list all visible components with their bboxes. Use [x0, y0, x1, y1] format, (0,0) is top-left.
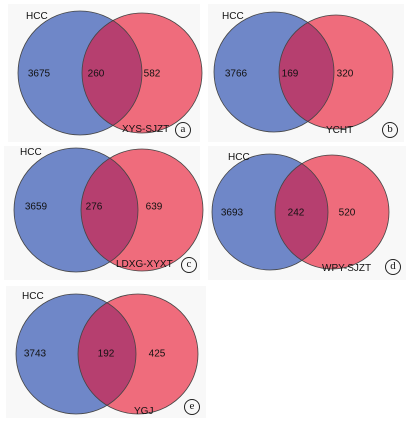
set-label-right-c: LDXG-XYXT	[116, 259, 173, 270]
set-label-left-c: HCC	[20, 147, 42, 158]
venn-panel-e: HCC 3743 192 425 YGJ e	[6, 286, 206, 418]
count-right-only-e: 425	[148, 348, 166, 360]
overlap-region-b	[279, 15, 334, 129]
count-right-only-c: 639	[145, 201, 163, 213]
count-left-only-c: 3659	[24, 201, 48, 213]
count-left-only-d: 3693	[220, 207, 244, 219]
panel-tag-a: a	[175, 122, 191, 138]
count-right-only-a: 582	[143, 68, 161, 80]
set-label-right-e: YGJ	[134, 406, 154, 417]
venn-panel-c: HCC 3659 276 639 LDXG-XYXT c	[4, 146, 204, 280]
venn-panel-a: HCC 3675 260 582 XYS-SJZT a	[8, 4, 203, 142]
set-label-right-a: XYS-SJZT	[122, 124, 170, 135]
count-overlap-c: 276	[85, 201, 103, 213]
overlap-region-e	[78, 294, 136, 414]
count-overlap-b: 169	[281, 68, 299, 80]
count-overlap-d: 242	[287, 207, 305, 219]
venn-diagram-b	[213, 11, 394, 133]
count-right-only-b: 320	[336, 68, 354, 80]
venn-diagram-a	[17, 10, 203, 136]
panel-tag-e: e	[184, 399, 200, 415]
count-left-only-b: 3766	[224, 68, 248, 80]
venn-diagram-e	[15, 293, 199, 415]
overlap-region-c	[81, 149, 138, 271]
overlap-region-d	[275, 155, 328, 269]
count-overlap-e: 192	[97, 348, 115, 360]
set-label-right-d: WPY-SJZT	[322, 263, 372, 274]
count-left-only-a: 3675	[27, 68, 51, 80]
set-label-right-b: YCHT	[326, 125, 354, 136]
set-label-left-a: HCC	[26, 11, 48, 22]
count-left-only-e: 3743	[23, 348, 47, 360]
set-label-left-e: HCC	[22, 291, 44, 302]
venn-diagram-c	[13, 147, 204, 273]
venn-diagram-d	[211, 153, 390, 271]
panel-tag-c: c	[181, 257, 197, 273]
set-label-left-b: HCC	[222, 11, 244, 22]
set-label-left-d: HCC	[228, 152, 250, 163]
panel-tag-d: d	[385, 259, 401, 275]
count-overlap-a: 260	[87, 68, 105, 80]
venn-panel-b: HCC 3766 169 320 YCHT b	[208, 4, 404, 142]
overlap-region-a	[82, 13, 142, 133]
count-right-only-d: 520	[338, 207, 356, 219]
panel-tag-b: b	[382, 122, 398, 138]
venn-panel-d: HCC 3693 242 520 WPY-SJZT d	[208, 146, 406, 280]
